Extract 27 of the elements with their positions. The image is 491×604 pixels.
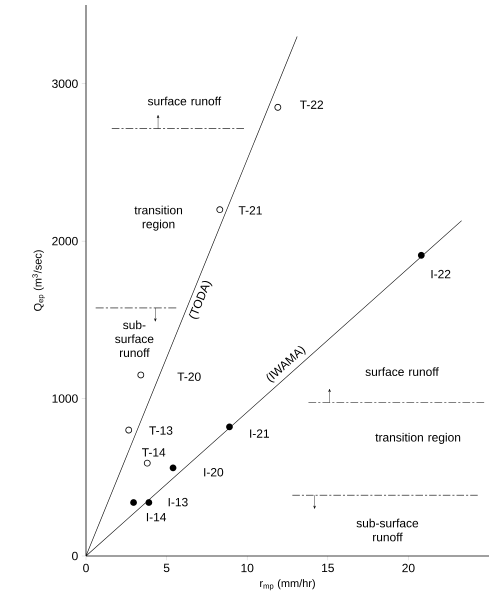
x-tick-label: 5: [164, 564, 170, 572]
annotation: I-21: [250, 429, 270, 438]
annotation: I-14: [146, 513, 166, 522]
x-axis-title: r$_{mp}$ (mm/hr): [260, 579, 315, 590]
y-tick-label: 3000: [52, 79, 78, 88]
annotation: T-20: [177, 372, 201, 381]
annotation: surface runoff: [366, 367, 439, 376]
annotation: sub-surface runoff: [356, 518, 418, 542]
annotation: I-20: [204, 468, 224, 476]
annotation: I-22: [431, 270, 450, 278]
annotation: I-13: [168, 498, 188, 506]
y-tick-label: 1000: [52, 394, 78, 403]
y-tick-label: 2000: [52, 236, 78, 246]
annotation: T-22: [300, 100, 324, 109]
x-tick-label: 10: [241, 564, 254, 572]
annotation: transition region: [375, 432, 460, 444]
annotation: T-14: [142, 448, 166, 457]
x-tick-label: 20: [402, 564, 415, 572]
y-tick-label: 0: [72, 552, 78, 560]
annotation: T-13: [149, 426, 172, 435]
annotation: T-21: [238, 206, 262, 214]
y-axis-title: Q$_{ep}$ (m$^{3}$/sec): [32, 250, 45, 311]
annotation: transition region: [134, 206, 182, 231]
annotation: sub-surface runoff: [115, 320, 154, 358]
annotation: surface runoff: [148, 96, 222, 106]
x-tick-label: 0: [83, 564, 89, 572]
x-tick-label: 15: [322, 564, 334, 572]
